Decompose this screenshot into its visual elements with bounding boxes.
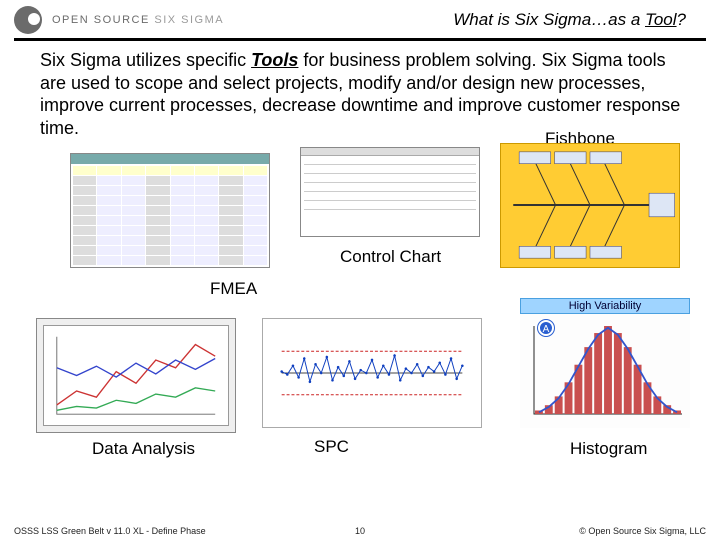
- slide-title-prefix: What is Six Sigma…as a: [453, 10, 645, 29]
- footer-left: OSSS LSS Green Belt v 11.0 XL - Define P…: [14, 526, 206, 536]
- label-spc: SPC: [314, 437, 349, 457]
- brand-open-source: OPEN SOURCE: [52, 14, 150, 26]
- label-histogram: Histogram: [570, 439, 647, 459]
- label-high-variability: High Variability: [520, 298, 690, 314]
- slide-title-suffix: ?: [677, 10, 686, 29]
- thumb-histogram: High Variability A: [520, 298, 690, 428]
- footer: OSSS LSS Green Belt v 11.0 XL - Define P…: [0, 526, 720, 536]
- body-tools-word: Tools: [251, 50, 298, 70]
- body-pre: Six Sigma utilizes specific: [40, 50, 251, 70]
- label-fmea: FMEA: [210, 279, 257, 299]
- slide-title: What is Six Sigma…as a Tool?: [453, 10, 706, 30]
- brand-six-sigma: SIX SIGMA: [154, 14, 224, 26]
- body-paragraph: Six Sigma utilizes specific Tools for bu…: [0, 41, 720, 143]
- brand-text: OPEN SOURCE SIX SIGMA: [52, 14, 224, 26]
- label-control-chart: Control Chart: [340, 247, 441, 267]
- thumb-fmea: [70, 153, 270, 268]
- thumb-data-analysis: [36, 318, 236, 433]
- footer-copyright: © Open Source Six Sigma, LLC: [579, 526, 706, 536]
- slide-title-underlined: Tool: [645, 10, 677, 29]
- logo-icon: [14, 6, 42, 34]
- footer-page: 10: [355, 526, 365, 536]
- label-data-analysis: Data Analysis: [92, 439, 195, 459]
- thumb-spc: [262, 318, 482, 428]
- thumb-control-chart: [300, 147, 480, 237]
- tool-canvas: Fishbone Control Chart FMEA SPC Data Ana…: [0, 143, 720, 473]
- thumb-fishbone: [500, 143, 680, 268]
- header: OPEN SOURCE SIX SIGMA What is Six Sigma……: [0, 0, 720, 36]
